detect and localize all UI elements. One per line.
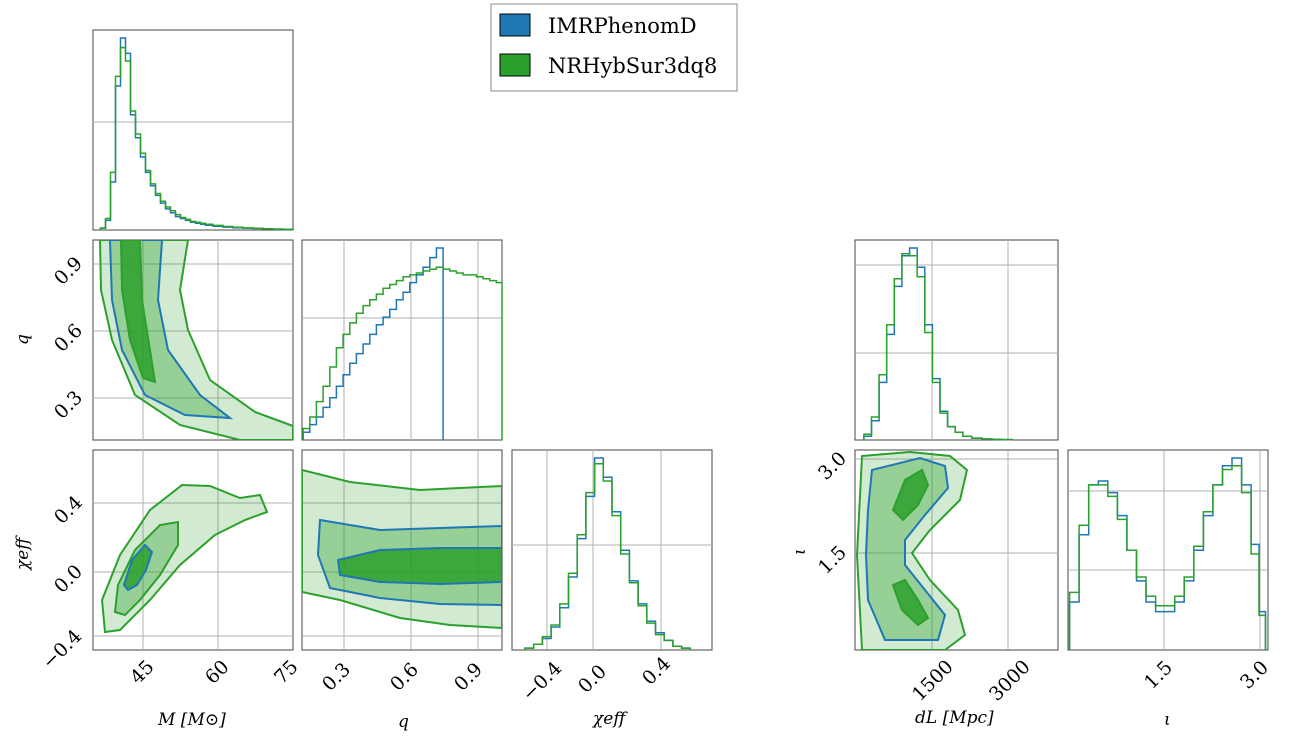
contour-q-chi-50	[336, 547, 502, 586]
tick-label-q-y-0.9: 0.9	[50, 253, 87, 290]
contour-dL-iota-50-upper	[891, 468, 930, 522]
tick-label-chi-neg0.4: −0.4	[518, 657, 566, 705]
ylabel-iota: ι	[790, 548, 810, 555]
contour-dL-iota-50-lower	[891, 578, 930, 627]
xlabel-dL: dL [Mpc]	[915, 708, 994, 728]
legend-box	[490, 3, 738, 92]
tick-label-chi-y-0.4: 0.4	[50, 492, 87, 529]
legend-label-nr: NRHybSur3dq8	[548, 54, 717, 78]
contour-M-chi	[100, 483, 269, 634]
contour-dL-iota	[855, 450, 969, 650]
panel-M-q	[92, 239, 294, 441]
tick-label-chi-0.0: 0.0	[574, 661, 611, 698]
tick-label-dL-1500: 1500	[908, 656, 958, 706]
gridlines	[93, 121, 1268, 650]
histogram-layer	[99, 37, 1267, 650]
tick-label-q-0.3: 0.3	[318, 659, 355, 696]
tick-label-q-y-0.6: 0.6	[50, 320, 87, 357]
tick-label-iota-y-3.0: 3.0	[814, 448, 851, 485]
tick-label-chi-y-0.0: 0.0	[50, 561, 87, 598]
legend-swatch-imr	[499, 13, 531, 37]
panel-dL-hist	[854, 239, 1059, 441]
tick-label-iota-3.0: 3.0	[1236, 657, 1273, 694]
xlabel-chi: χeff	[592, 709, 628, 729]
panel-frames	[92, 29, 1269, 651]
tick-label-q-y-0.3: 0.3	[50, 387, 87, 424]
ylabel-chi: χeff	[13, 535, 33, 571]
axis-labels: M [M⊙] q χeff dL [Mpc] ι q χeff ι	[13, 334, 1171, 732]
legend-label-imr: IMRPhenomD	[548, 14, 697, 38]
panel-chi-hist	[511, 449, 713, 651]
contour-M-q-50	[119, 240, 157, 384]
contour-q-chi	[302, 468, 502, 630]
hist-M-nr	[99, 46, 294, 231]
hist-q-imr	[302, 247, 444, 440]
hist-chi_eff-nr	[524, 463, 692, 650]
xlabel-q: q	[398, 712, 409, 732]
tick-label-q-0.6: 0.6	[386, 659, 423, 696]
ylabel-q: q	[13, 334, 33, 345]
tick-label-chi-y-neg0.4: −0.4	[38, 625, 86, 673]
xlabel-iota: ι	[1164, 710, 1171, 730]
panel-M-chi	[92, 449, 294, 651]
contour-M-q-99	[98, 240, 293, 440]
tick-label-dL-3000: 3000	[985, 656, 1035, 706]
panel-M-hist	[92, 29, 294, 231]
legend-swatch-nr	[499, 53, 531, 77]
tick-label-M-60: 60	[201, 656, 234, 689]
tick-label-iota-1.5: 1.5	[1140, 657, 1177, 694]
contour-dL-iota-99	[855, 450, 969, 650]
hist-M-imr	[99, 37, 294, 231]
tick-label-M-45: 45	[126, 656, 159, 689]
hist-dL-nr	[863, 253, 1014, 441]
hist-chi_eff-imr	[524, 457, 692, 650]
contour-dL-iota-90	[864, 456, 950, 641]
hist-q-nr	[302, 266, 503, 440]
tick-label-chi-0.4: 0.4	[638, 653, 675, 690]
legend: IMRPhenomD NRHybSur3dq8	[490, 3, 738, 92]
contour-M-chi-50	[122, 543, 154, 592]
tick-labels: 45 60 75 0.3 0.6 0.9 −0.4 0.0 0.4 1500 3…	[38, 253, 1273, 706]
contour-M-q	[98, 240, 293, 440]
panel-q-hist	[301, 239, 503, 441]
xlabel-M: M [M⊙]	[157, 710, 226, 730]
tick-label-q-0.9: 0.9	[450, 659, 487, 696]
panel-iota-hist	[1067, 449, 1269, 651]
hist-iota-nr	[1068, 464, 1267, 650]
panel-dL-iota	[854, 449, 1059, 651]
tick-label-iota-y-1.5: 1.5	[814, 542, 851, 579]
hist-iota-imr	[1068, 457, 1267, 650]
tick-label-M-75: 75	[270, 656, 303, 689]
